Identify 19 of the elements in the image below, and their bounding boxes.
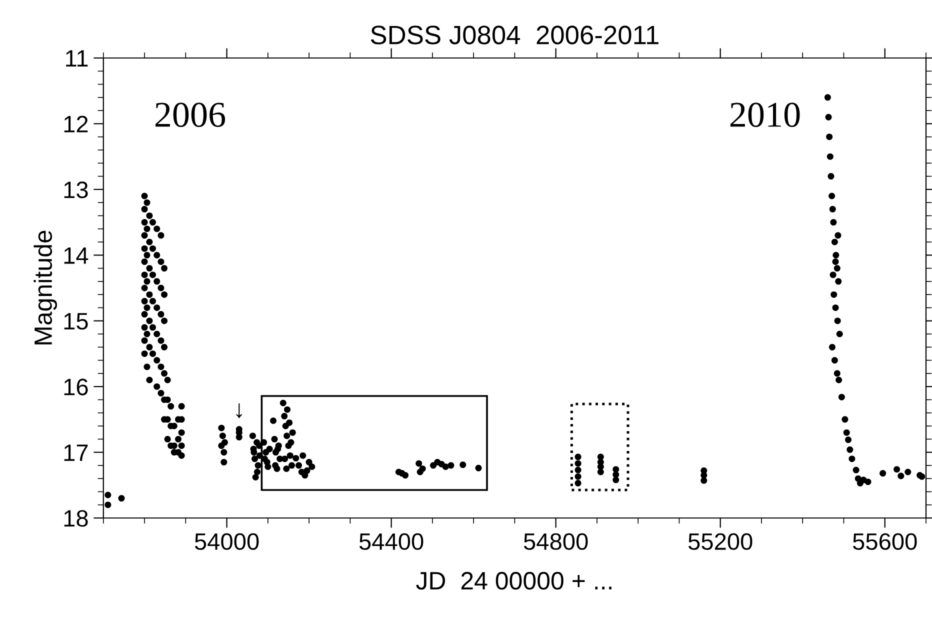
y-tick-label: 14	[64, 247, 88, 264]
x-tick-label: 54000	[194, 533, 259, 550]
annotation: 2010	[730, 102, 800, 128]
annotation: ↓	[236, 403, 242, 418]
annotation: 2006	[155, 102, 226, 128]
y-tick-label: 15	[64, 313, 88, 330]
x-tick-label: 54800	[524, 533, 588, 550]
chart-title: SDSS J0804 2006-2011	[370, 26, 658, 44]
y-tick-label: 17	[64, 444, 88, 461]
y-axis-title: Magnitude	[34, 230, 57, 344]
x-axis-title: JD 24 00000 + ...	[416, 572, 612, 590]
x-tick-label: 55200	[688, 533, 752, 550]
y-tick-label: 18	[64, 510, 88, 527]
y-tick-label: 12	[64, 116, 88, 132]
y-tick-label: 13	[64, 181, 88, 198]
x-tick-label: 54400	[359, 533, 424, 550]
y-tick-label: 16	[64, 378, 88, 396]
x-tick-label: 55600	[852, 533, 917, 550]
y-tick-label: 11	[66, 50, 88, 67]
